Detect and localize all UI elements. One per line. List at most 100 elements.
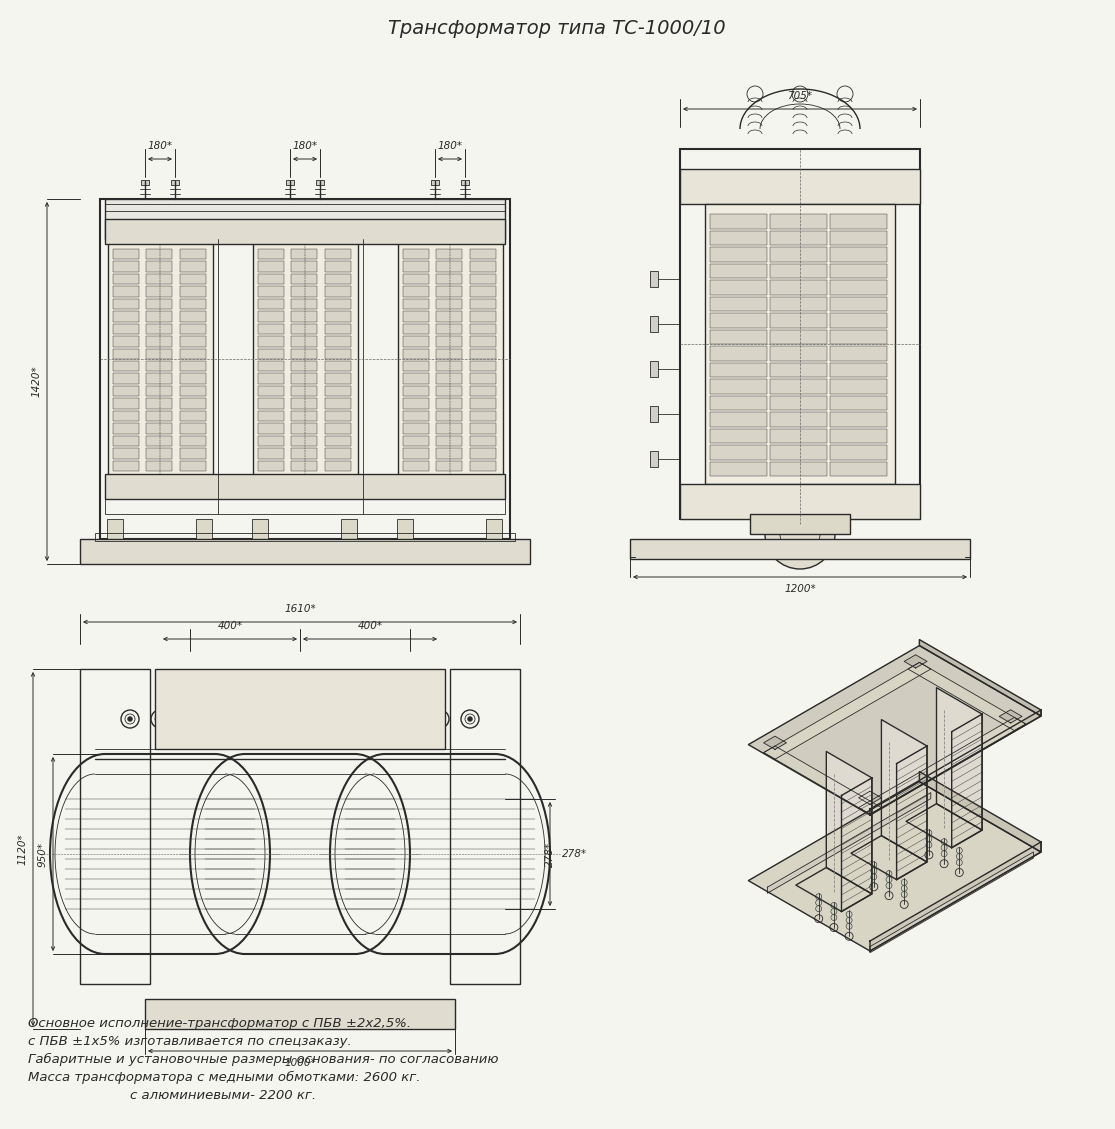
Bar	[770, 429, 827, 443]
Bar	[287, 180, 294, 185]
Bar	[469, 324, 495, 334]
Bar	[469, 461, 495, 471]
Bar	[324, 287, 350, 297]
Bar	[450, 669, 520, 984]
Circle shape	[765, 499, 835, 569]
Bar	[710, 429, 767, 443]
Bar	[432, 180, 439, 185]
Bar	[830, 362, 888, 377]
Bar	[830, 429, 888, 443]
Bar	[770, 247, 827, 262]
Bar	[113, 312, 138, 322]
Circle shape	[957, 854, 962, 859]
Bar	[145, 461, 172, 471]
Bar	[403, 299, 428, 309]
Bar	[80, 539, 530, 564]
Bar	[469, 436, 495, 446]
Bar	[105, 499, 505, 514]
Circle shape	[295, 1009, 306, 1019]
Bar	[469, 262, 495, 272]
Bar	[830, 263, 888, 278]
Bar	[291, 436, 317, 446]
Polygon shape	[937, 688, 982, 830]
Bar	[436, 336, 462, 347]
Bar	[436, 461, 462, 471]
Circle shape	[816, 905, 822, 912]
Circle shape	[886, 870, 892, 876]
Bar	[403, 361, 428, 371]
Text: 400*: 400*	[217, 621, 243, 631]
Bar	[258, 299, 283, 309]
Bar	[155, 669, 445, 749]
Bar	[324, 250, 350, 260]
Polygon shape	[870, 842, 1041, 951]
Text: Трансформатор типа ТС-1000/10: Трансформатор типа ТС-1000/10	[388, 19, 726, 38]
Bar	[710, 230, 767, 245]
Circle shape	[343, 526, 355, 539]
Bar	[710, 297, 767, 310]
Bar	[403, 374, 428, 384]
Circle shape	[831, 914, 837, 920]
Bar	[252, 519, 268, 539]
Circle shape	[328, 717, 332, 721]
Bar	[770, 313, 827, 327]
Bar	[436, 274, 462, 285]
Bar	[770, 412, 827, 427]
Bar	[113, 299, 138, 309]
Circle shape	[127, 717, 133, 721]
Bar	[105, 474, 505, 499]
Text: 180*: 180*	[292, 141, 318, 151]
Bar	[830, 462, 888, 476]
Bar	[436, 349, 462, 359]
Bar	[145, 374, 172, 384]
Bar	[324, 349, 350, 359]
Polygon shape	[920, 771, 1041, 852]
Circle shape	[831, 902, 837, 909]
Bar	[258, 436, 283, 446]
Bar	[770, 362, 827, 377]
Bar	[469, 336, 495, 347]
Bar	[105, 204, 505, 219]
Bar	[291, 411, 317, 421]
Bar	[324, 386, 350, 396]
Circle shape	[925, 830, 932, 835]
Circle shape	[511, 550, 518, 558]
Circle shape	[871, 868, 876, 874]
Text: 1200*: 1200*	[784, 584, 816, 594]
Bar	[180, 262, 205, 272]
Polygon shape	[908, 663, 1026, 730]
Bar	[324, 361, 350, 371]
Text: 278*: 278*	[562, 849, 588, 859]
Circle shape	[846, 924, 852, 929]
Bar	[403, 274, 428, 285]
Bar	[650, 406, 658, 422]
Bar	[324, 436, 350, 446]
Bar	[469, 349, 495, 359]
Bar	[436, 436, 462, 446]
Bar	[830, 395, 888, 410]
Bar	[324, 411, 350, 421]
Polygon shape	[920, 640, 1041, 716]
Bar	[291, 299, 317, 309]
Bar	[324, 299, 350, 309]
Bar	[403, 411, 428, 421]
Bar	[180, 324, 205, 334]
Bar	[324, 312, 350, 322]
Circle shape	[198, 526, 210, 539]
Bar	[750, 514, 850, 534]
Bar	[291, 448, 317, 458]
Bar	[436, 374, 462, 384]
Polygon shape	[870, 852, 1034, 953]
Bar	[469, 411, 495, 421]
Circle shape	[169, 724, 180, 734]
Polygon shape	[748, 646, 1041, 815]
Circle shape	[831, 909, 837, 914]
Bar	[291, 250, 317, 260]
Circle shape	[275, 689, 285, 699]
Circle shape	[91, 550, 99, 558]
Bar	[830, 230, 888, 245]
Bar	[770, 462, 827, 476]
Bar	[180, 287, 205, 297]
Bar	[324, 448, 350, 458]
Bar	[258, 336, 283, 347]
